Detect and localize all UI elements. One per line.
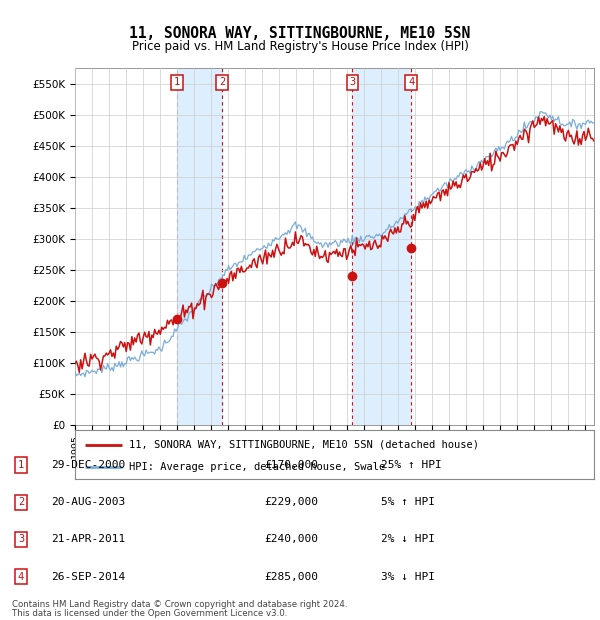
Text: 3% ↓ HPI: 3% ↓ HPI xyxy=(381,572,435,582)
Text: 1: 1 xyxy=(18,460,24,470)
Text: 26-SEP-2014: 26-SEP-2014 xyxy=(51,572,125,582)
Text: 1: 1 xyxy=(174,77,180,87)
Text: £229,000: £229,000 xyxy=(264,497,318,507)
Text: £240,000: £240,000 xyxy=(264,534,318,544)
Text: This data is licensed under the Open Government Licence v3.0.: This data is licensed under the Open Gov… xyxy=(12,608,287,618)
Text: 3: 3 xyxy=(18,534,24,544)
Text: £285,000: £285,000 xyxy=(264,572,318,582)
Text: 5% ↑ HPI: 5% ↑ HPI xyxy=(381,497,435,507)
Text: 21-APR-2011: 21-APR-2011 xyxy=(51,534,125,544)
Text: 25% ↑ HPI: 25% ↑ HPI xyxy=(381,460,442,470)
Text: Contains HM Land Registry data © Crown copyright and database right 2024.: Contains HM Land Registry data © Crown c… xyxy=(12,600,347,609)
Text: 4: 4 xyxy=(408,77,414,87)
Text: 2: 2 xyxy=(18,497,24,507)
Text: 2: 2 xyxy=(219,77,226,87)
Text: 11, SONORA WAY, SITTINGBOURNE, ME10 5SN (detached house): 11, SONORA WAY, SITTINGBOURNE, ME10 5SN … xyxy=(130,440,479,450)
Text: 4: 4 xyxy=(18,572,24,582)
Text: 3: 3 xyxy=(349,77,355,87)
Text: 2% ↓ HPI: 2% ↓ HPI xyxy=(381,534,435,544)
Text: Price paid vs. HM Land Registry's House Price Index (HPI): Price paid vs. HM Land Registry's House … xyxy=(131,40,469,53)
Text: 20-AUG-2003: 20-AUG-2003 xyxy=(51,497,125,507)
Text: 29-DEC-2000: 29-DEC-2000 xyxy=(51,460,125,470)
Bar xyxy=(352,68,411,425)
Bar xyxy=(177,68,222,425)
Text: 11, SONORA WAY, SITTINGBOURNE, ME10 5SN: 11, SONORA WAY, SITTINGBOURNE, ME10 5SN xyxy=(130,26,470,41)
Text: £170,000: £170,000 xyxy=(264,460,318,470)
Text: HPI: Average price, detached house, Swale: HPI: Average price, detached house, Swal… xyxy=(130,461,386,472)
